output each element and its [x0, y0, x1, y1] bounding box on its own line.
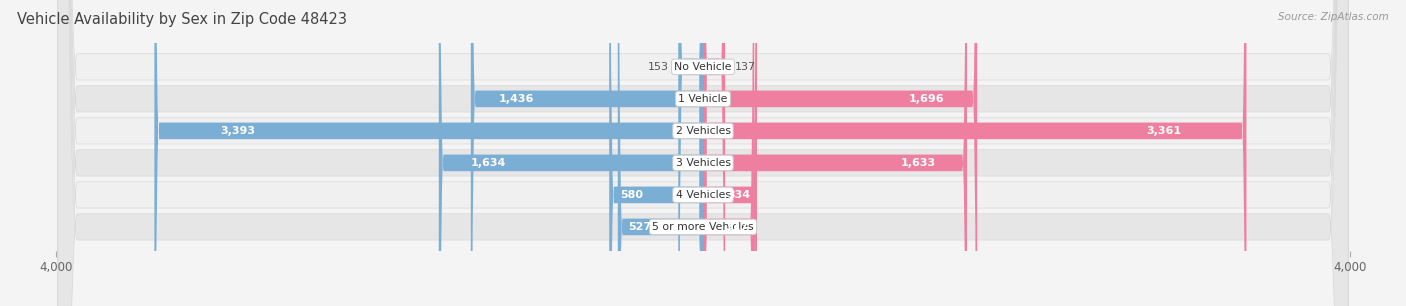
Text: 1,633: 1,633	[900, 158, 935, 168]
Text: 1 Vehicle: 1 Vehicle	[678, 94, 728, 104]
Text: 527: 527	[628, 222, 651, 232]
Text: 137: 137	[735, 62, 756, 72]
Text: 3,361: 3,361	[1146, 126, 1181, 136]
FancyBboxPatch shape	[703, 0, 756, 306]
Text: 153: 153	[648, 62, 669, 72]
FancyBboxPatch shape	[58, 0, 1348, 306]
FancyBboxPatch shape	[58, 0, 1348, 306]
Legend: Male, Female: Male, Female	[633, 303, 773, 306]
FancyBboxPatch shape	[703, 0, 967, 306]
Text: 1,634: 1,634	[471, 158, 506, 168]
Text: 4 Vehicles: 4 Vehicles	[675, 190, 731, 200]
Text: No Vehicle: No Vehicle	[675, 62, 731, 72]
FancyBboxPatch shape	[703, 0, 725, 306]
FancyBboxPatch shape	[678, 0, 703, 306]
FancyBboxPatch shape	[609, 0, 703, 306]
Text: 3,393: 3,393	[221, 126, 256, 136]
Text: 334: 334	[727, 190, 751, 200]
Text: Source: ZipAtlas.com: Source: ZipAtlas.com	[1278, 12, 1389, 22]
Text: 317: 317	[725, 222, 748, 232]
FancyBboxPatch shape	[155, 0, 703, 306]
FancyBboxPatch shape	[439, 0, 703, 306]
FancyBboxPatch shape	[58, 0, 1348, 306]
Text: 1,436: 1,436	[499, 94, 534, 104]
FancyBboxPatch shape	[58, 0, 1348, 306]
Text: 1,696: 1,696	[908, 94, 945, 104]
FancyBboxPatch shape	[703, 0, 977, 306]
FancyBboxPatch shape	[58, 0, 1348, 306]
Text: 580: 580	[620, 190, 644, 200]
FancyBboxPatch shape	[703, 0, 754, 306]
Text: 5 or more Vehicles: 5 or more Vehicles	[652, 222, 754, 232]
FancyBboxPatch shape	[471, 0, 703, 306]
Text: 2 Vehicles: 2 Vehicles	[675, 126, 731, 136]
FancyBboxPatch shape	[617, 0, 703, 306]
FancyBboxPatch shape	[703, 0, 1247, 306]
Text: Vehicle Availability by Sex in Zip Code 48423: Vehicle Availability by Sex in Zip Code …	[17, 12, 347, 27]
Text: 3 Vehicles: 3 Vehicles	[675, 158, 731, 168]
FancyBboxPatch shape	[58, 0, 1348, 306]
